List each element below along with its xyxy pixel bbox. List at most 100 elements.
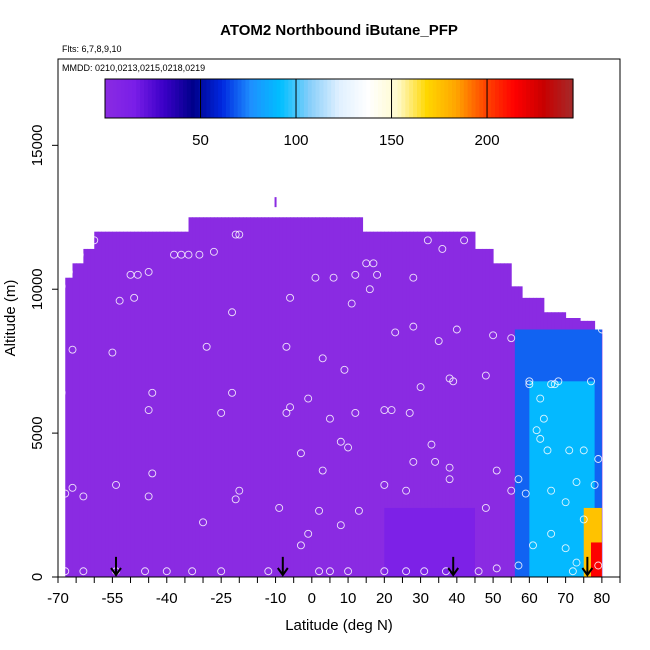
sample-point	[130, 293, 139, 302]
colorbar-step	[237, 79, 243, 118]
heat-column	[83, 248, 88, 577]
heat-column	[456, 231, 461, 577]
colorbar-step	[272, 79, 278, 118]
colorbar-step	[339, 79, 344, 118]
heat-column	[319, 217, 324, 577]
colorbar-step	[498, 79, 504, 118]
colorbar-step	[288, 79, 293, 118]
sample-point	[209, 247, 218, 256]
x-tick-label: -10	[265, 590, 287, 607]
colorbar-step	[136, 79, 141, 118]
heat-column	[340, 217, 345, 577]
colorbar-step	[362, 79, 367, 118]
flight-arrow-head	[110, 567, 122, 577]
heat-column	[97, 231, 103, 577]
sample-point	[304, 529, 313, 538]
sample-point	[554, 299, 563, 308]
colorbar-step	[491, 79, 496, 118]
colorbar-step	[105, 79, 110, 118]
sample-point	[351, 409, 360, 417]
heat-column	[188, 217, 193, 577]
heat-column	[384, 231, 389, 577]
flight-arrow-head	[447, 567, 460, 577]
colorbar-step	[475, 79, 480, 118]
sample-point	[514, 561, 523, 570]
colorbar-step	[233, 79, 239, 118]
heat-column	[145, 231, 150, 577]
heat-column	[424, 231, 429, 577]
sample-point	[525, 377, 534, 386]
sample-point	[445, 463, 454, 472]
flight-arrow-head	[581, 567, 594, 577]
colorbar-step	[229, 79, 235, 118]
sample-point	[68, 345, 77, 354]
colorbar-step	[268, 79, 274, 118]
chart-title: ATOM2 Northbound iButane_PFP	[220, 22, 458, 39]
sample-point	[409, 457, 418, 466]
heat-column	[373, 231, 378, 577]
heat-column	[315, 217, 320, 577]
sample-point	[184, 250, 193, 259]
colorbar-step	[471, 79, 477, 118]
colorbar-step	[432, 79, 438, 118]
x-tick-label: 10	[340, 590, 357, 607]
colorbar-step	[261, 79, 266, 118]
colorbar-step	[132, 79, 137, 118]
colorbar-step	[307, 79, 313, 118]
heat-column	[174, 231, 179, 577]
colorbar-step	[553, 79, 558, 118]
colorbar-step	[175, 79, 180, 118]
colorbar-tick-label: 200	[475, 132, 500, 149]
colorbar-step	[241, 79, 246, 118]
x-tick-label: 0	[308, 590, 316, 607]
sample-point	[579, 446, 588, 455]
heat-column	[344, 217, 349, 577]
heat-column	[119, 231, 124, 577]
heat-column	[402, 231, 407, 577]
sample-point	[217, 409, 226, 417]
sample-point	[507, 486, 516, 495]
heat-column	[235, 217, 240, 577]
colorbar-step	[549, 79, 555, 118]
colorbar-step	[155, 79, 161, 118]
sample-point	[108, 348, 117, 357]
heat-column	[261, 217, 266, 577]
sample-point	[296, 449, 305, 458]
heat-column	[464, 231, 469, 577]
sample-point	[315, 567, 324, 576]
colorbar-step	[510, 79, 516, 118]
sample-point	[347, 299, 356, 308]
sample-point	[594, 561, 603, 570]
x-tick-label: 80	[594, 590, 611, 607]
sample-point	[336, 521, 345, 530]
colorbar-step	[541, 79, 547, 118]
y-tick-label: 5000	[29, 416, 46, 449]
sample-point	[195, 250, 204, 259]
colorbar-step	[151, 79, 157, 118]
sample-point	[492, 466, 501, 475]
colorbar-step	[393, 79, 399, 118]
heat-column	[213, 217, 219, 577]
sample-point	[536, 394, 545, 403]
sample-point	[365, 285, 374, 294]
sample-point	[264, 567, 273, 576]
heat-column	[351, 217, 356, 577]
heat-column	[460, 231, 465, 577]
heat-column	[416, 231, 422, 577]
heat-column	[275, 217, 280, 577]
sample-point	[282, 409, 291, 417]
colorbar-step	[257, 79, 262, 118]
sample-point	[554, 377, 563, 386]
heat-column	[130, 231, 135, 577]
colorbar-step	[253, 79, 258, 118]
colorbar-step	[506, 79, 512, 118]
sample-point	[133, 270, 142, 279]
heat-column	[395, 231, 400, 577]
heat-column	[293, 217, 298, 577]
heat-column	[493, 263, 498, 577]
colorbar-step	[440, 79, 445, 118]
heat-column	[308, 217, 313, 577]
colorbar-step	[537, 79, 543, 118]
colorbar-step	[276, 79, 282, 118]
heat-column	[155, 231, 161, 577]
